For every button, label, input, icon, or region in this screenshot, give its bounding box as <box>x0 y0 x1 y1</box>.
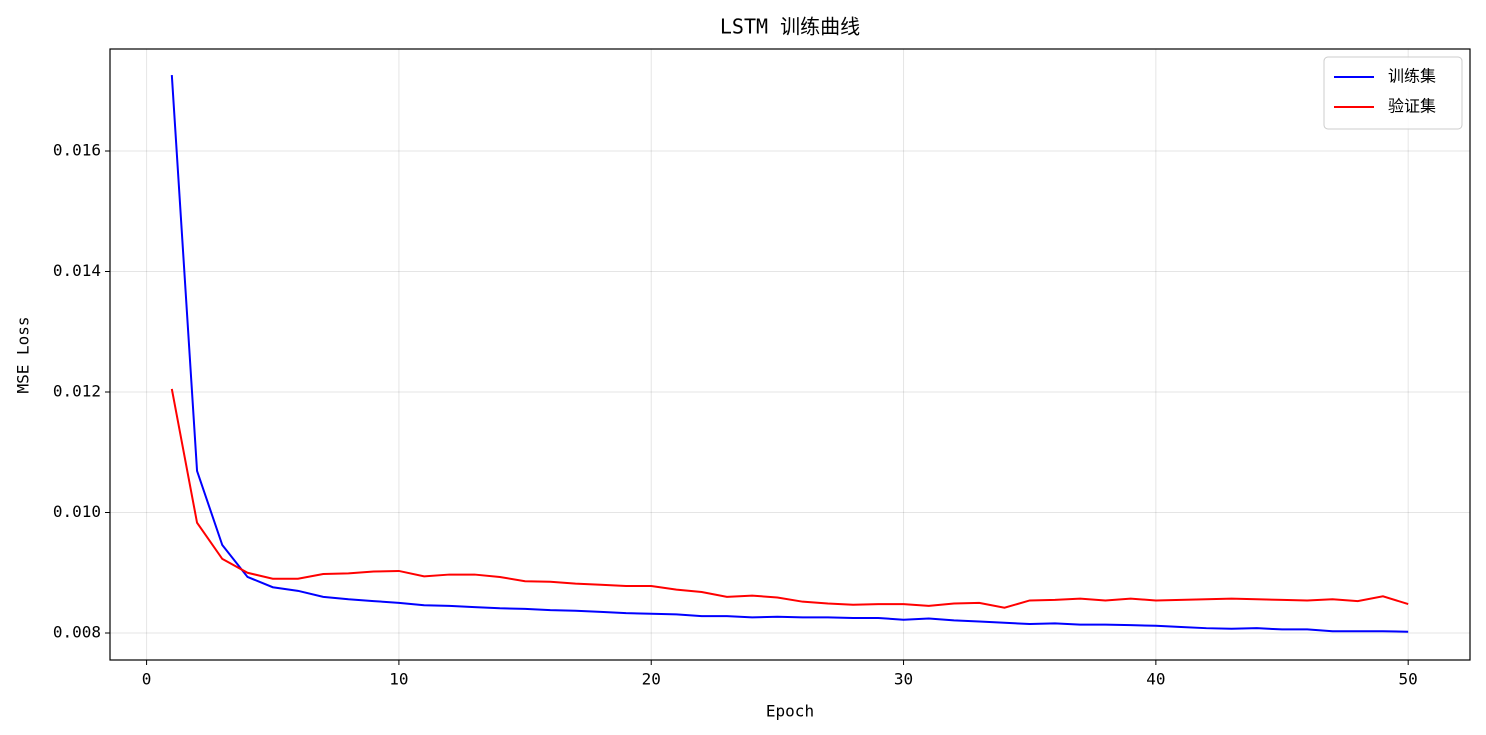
chart-title: LSTM 训练曲线 <box>720 15 860 39</box>
x-axis-label: Epoch <box>766 702 814 721</box>
x-tick-label: 50 <box>1399 670 1418 689</box>
x-tick-label: 10 <box>389 670 408 689</box>
x-tick-label: 40 <box>1146 670 1165 689</box>
y-tick-label: 0.012 <box>53 382 101 401</box>
x-tick-label: 0 <box>142 670 152 689</box>
x-tick-label: 20 <box>642 670 661 689</box>
y-tick-label: 0.010 <box>53 502 101 521</box>
x-tick-label: 30 <box>894 670 913 689</box>
y-tick-label: 0.008 <box>53 623 101 642</box>
legend-label: 验证集 <box>1388 97 1436 116</box>
y-tick-label: 0.016 <box>53 141 101 160</box>
data-line <box>170 388 1409 609</box>
legend-box <box>1323 56 1463 130</box>
data-line <box>170 75 1409 633</box>
legend-label: 训练集 <box>1388 67 1436 86</box>
y-tick-label: 0.014 <box>53 261 101 280</box>
y-axis-label: MSE Loss <box>14 316 33 393</box>
plot-frame <box>109 48 1471 661</box>
